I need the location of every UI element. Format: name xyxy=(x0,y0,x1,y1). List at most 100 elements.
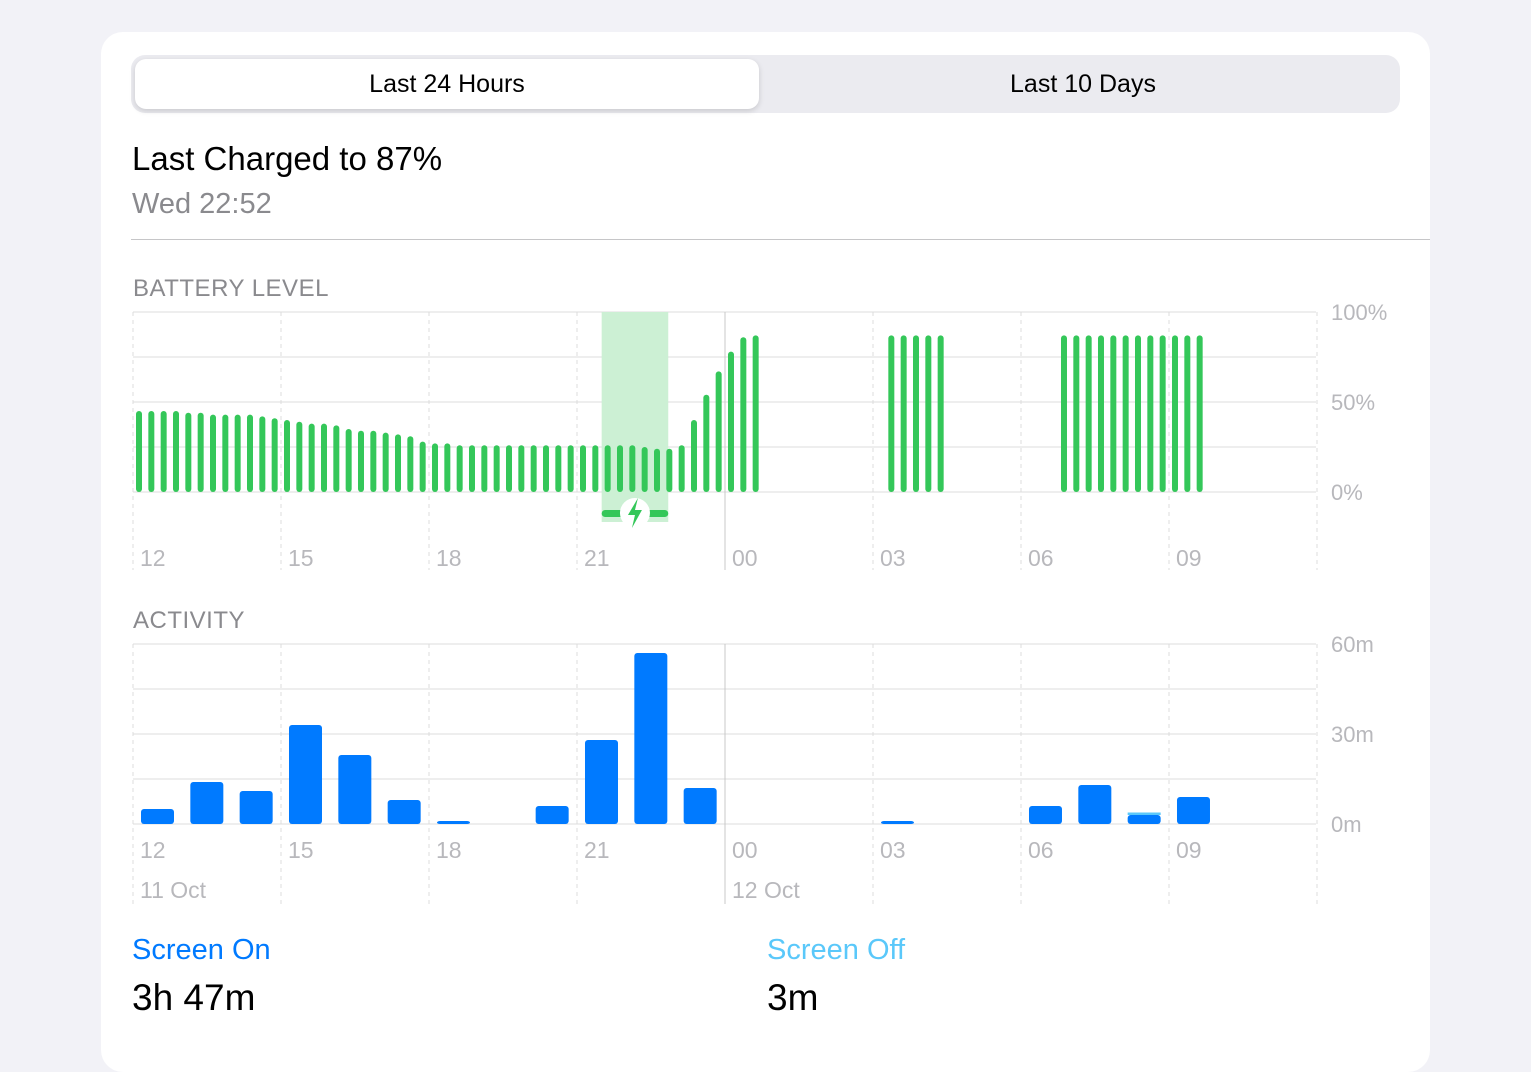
last-charged-title: Last Charged to 87% xyxy=(132,140,443,177)
battery-x-tick-label: 09 xyxy=(1176,545,1202,571)
activity-bar-screen-on xyxy=(338,755,372,824)
battery-bar xyxy=(308,423,315,492)
battery-bar xyxy=(209,414,216,492)
activity-bar-screen-off xyxy=(1127,812,1161,815)
activity-bar-screen-on xyxy=(288,725,322,824)
battery-bar xyxy=(912,335,919,492)
battery-bar xyxy=(197,412,204,492)
battery-bar xyxy=(1171,335,1178,492)
activity-y-tick-label: 60m xyxy=(1331,632,1374,657)
activity-bar-screen-on xyxy=(190,782,224,824)
battery-bar xyxy=(234,414,241,492)
activity-bar-screen-on xyxy=(1078,785,1112,824)
activity-bar-screen-on xyxy=(239,791,273,824)
activity-label: ACTIVITY xyxy=(133,607,246,634)
activity-x-tick-label: 06 xyxy=(1028,837,1054,863)
battery-bar xyxy=(431,443,438,492)
tab-last-24-hours[interactable]: Last 24 Hours xyxy=(135,59,759,109)
battery-x-tick-label: 03 xyxy=(880,545,906,571)
battery-bar xyxy=(604,445,611,492)
battery-bar xyxy=(444,443,451,492)
battery-x-tick-label: 18 xyxy=(436,545,462,571)
divider xyxy=(131,239,1430,240)
battery-y-tick-label: 0% xyxy=(1331,480,1363,505)
range-segmented-control: Last 24 Hours Last 10 Days xyxy=(131,55,1400,113)
battery-bar xyxy=(320,423,327,492)
activity-date-label: 12 Oct xyxy=(732,877,800,903)
battery-x-tick-label: 12 xyxy=(140,545,166,571)
battery-bar xyxy=(505,445,512,492)
battery-bar xyxy=(370,430,377,492)
activity-bar-screen-on xyxy=(1028,806,1062,824)
battery-bar xyxy=(1122,335,1129,492)
battery-bar xyxy=(333,425,340,492)
battery-bar xyxy=(937,335,944,492)
battery-bar xyxy=(222,414,229,492)
battery-bar xyxy=(456,445,463,492)
battery-x-tick-label: 15 xyxy=(288,545,314,571)
activity-date-label: 11 Oct xyxy=(140,877,207,903)
activity-bar-screen-on xyxy=(141,809,174,824)
battery-bar xyxy=(1073,335,1080,492)
battery-bar xyxy=(1097,335,1104,492)
activity-y-tick-label: 30m xyxy=(1331,722,1374,747)
activity-x-tick-label: 15 xyxy=(288,837,314,863)
battery-bar xyxy=(1159,335,1166,492)
battery-bar xyxy=(900,335,907,492)
battery-x-tick-label: 21 xyxy=(584,545,610,571)
battery-bar xyxy=(259,416,266,492)
battery-y-tick-label: 100% xyxy=(1331,300,1387,325)
activity-bar-screen-on xyxy=(683,788,717,824)
battery-bar xyxy=(1196,335,1203,492)
activity-y-tick-label: 0m xyxy=(1331,812,1362,837)
charts-canvas[interactable]: 100% 50% 0% 12 15 18 21 00 03 06 09 60m 30m 0m 12 15 18 2… xyxy=(0,0,1531,1050)
battery-bar xyxy=(641,447,648,492)
battery-bar xyxy=(715,371,722,492)
battery-bar xyxy=(567,445,574,492)
battery-bar xyxy=(1147,335,1154,492)
battery-bar xyxy=(518,445,525,492)
battery-bar xyxy=(740,337,747,492)
battery-bar xyxy=(1134,335,1141,492)
activity-bar-screen-on xyxy=(584,740,618,824)
battery-bar xyxy=(752,335,759,492)
activity-bar-screen-on xyxy=(1127,815,1161,824)
screen-on-label: Screen On xyxy=(132,934,271,966)
activity-x-tick-label: 09 xyxy=(1176,837,1202,863)
activity-bar-screen-on xyxy=(634,653,668,824)
battery-bar xyxy=(629,445,636,492)
activity-bar-screen-on xyxy=(535,806,569,824)
battery-bar xyxy=(296,421,303,492)
battery-bar xyxy=(468,445,475,492)
battery-bar xyxy=(419,441,426,492)
activity-bar-screen-on xyxy=(387,800,421,824)
battery-bar xyxy=(1085,335,1092,492)
battery-bar xyxy=(283,420,290,492)
battery-bar xyxy=(1110,335,1117,492)
battery-bar xyxy=(148,411,155,492)
battery-bar xyxy=(493,445,500,492)
last-charged-time: Wed 22:52 xyxy=(132,188,272,220)
battery-bar xyxy=(666,448,673,492)
activity-x-tick-label: 21 xyxy=(584,837,610,863)
battery-bar xyxy=(727,351,734,492)
battery-bar xyxy=(1060,335,1067,492)
battery-bar xyxy=(1184,335,1191,492)
screen-off-label: Screen Off xyxy=(767,934,906,966)
battery-bar xyxy=(592,445,599,492)
battery-bar xyxy=(616,445,623,492)
activity-bar-screen-on xyxy=(1176,797,1210,824)
battery-bar xyxy=(394,434,401,492)
battery-bar xyxy=(345,429,352,492)
tab-last-10-days[interactable]: Last 10 Days xyxy=(1010,69,1156,98)
battery-card xyxy=(101,32,1430,1072)
battery-bar xyxy=(271,418,278,492)
battery-bar xyxy=(542,445,549,492)
battery-bar xyxy=(160,411,167,492)
battery-bar xyxy=(925,335,932,492)
battery-bar xyxy=(172,411,179,492)
battery-bar xyxy=(357,430,364,492)
activity-bar-screen-on xyxy=(880,821,914,824)
battery-bar xyxy=(555,445,562,492)
activity-x-tick-label: 00 xyxy=(732,837,758,863)
